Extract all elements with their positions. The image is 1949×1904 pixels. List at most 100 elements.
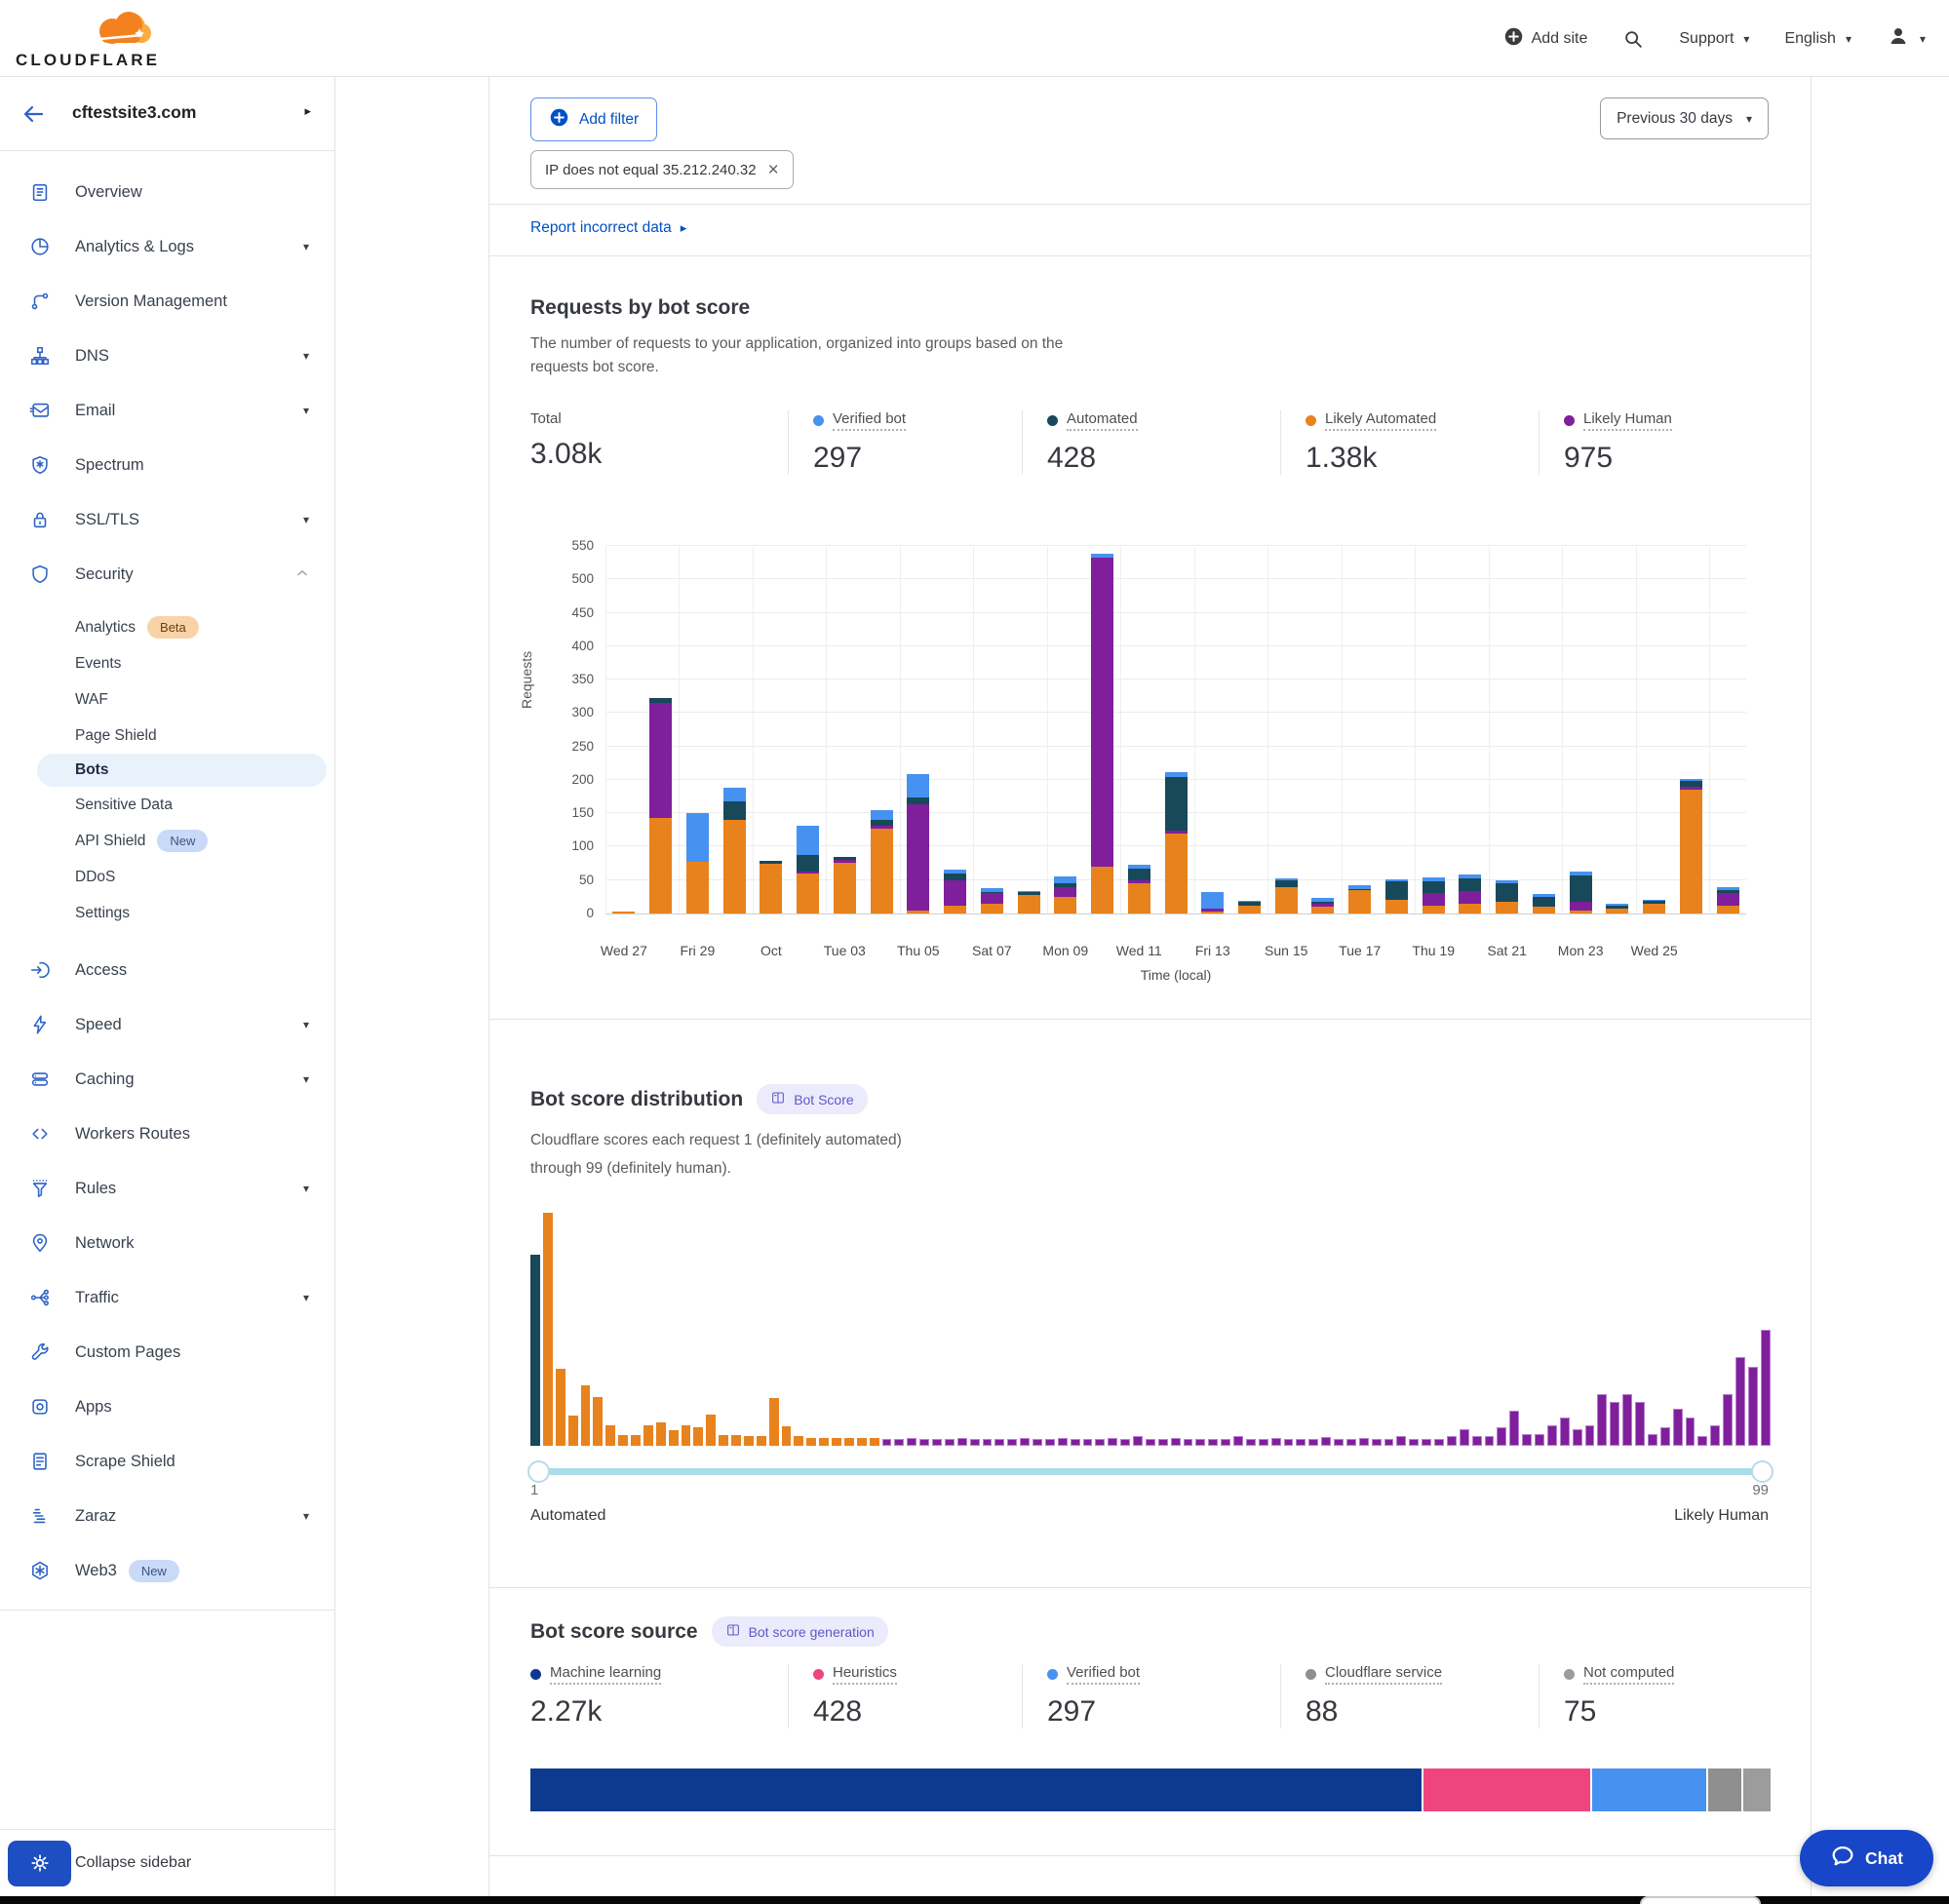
report-incorrect-data-link[interactable]: Report incorrect data ▸ — [530, 219, 687, 236]
bar-day-28[interactable] — [1643, 899, 1666, 913]
stat-label[interactable]: Heuristics — [833, 1664, 897, 1685]
bar-day-25[interactable] — [1532, 894, 1555, 913]
add-site-button[interactable]: Add site — [1503, 26, 1587, 52]
stat-label[interactable]: Likely Human — [1583, 410, 1672, 431]
slider-track[interactable] — [530, 1468, 1771, 1475]
sidebar-item-workers-routes[interactable]: Workers Routes — [0, 1107, 334, 1161]
bar-day-9[interactable] — [944, 869, 967, 913]
slider-handle-max[interactable] — [1751, 1460, 1774, 1483]
bar-day-20[interactable] — [1348, 885, 1372, 913]
bar-day-22[interactable] — [1422, 877, 1445, 913]
sidebar-item-email[interactable]: Email ▾ — [0, 383, 334, 438]
sidebar-item-analytics[interactable]: Analytics Beta — [0, 609, 334, 645]
language-menu[interactable]: English ▾ — [1784, 29, 1852, 47]
bar-day-4[interactable] — [760, 860, 783, 913]
bar-day-8[interactable] — [907, 773, 930, 913]
stat-label[interactable]: Verified bot — [833, 410, 907, 431]
requests-bar-chart[interactable] — [605, 545, 1746, 914]
sidebar-item-speed[interactable]: Speed ▾ — [0, 997, 334, 1052]
bar-day-14[interactable] — [1127, 864, 1150, 913]
bar-day-16[interactable] — [1201, 892, 1225, 913]
add-filter-button[interactable]: Add filter — [530, 97, 658, 141]
sidebar-item-label: Apps — [75, 1397, 112, 1416]
bar-day-13[interactable] — [1091, 554, 1114, 913]
site-name[interactable]: cftestsite3.com — [72, 102, 197, 122]
legend-dot — [1306, 415, 1316, 426]
bar-day-3[interactable] — [722, 788, 746, 913]
sidebar-item-waf[interactable]: WAF — [0, 681, 334, 718]
bar-day-24[interactable] — [1496, 880, 1519, 913]
sidebar-item-custom-pages[interactable]: Custom Pages — [0, 1325, 334, 1379]
sidebar-item-spectrum[interactable]: Spectrum — [0, 438, 334, 492]
sidebar-item-settings[interactable]: Settings — [0, 895, 334, 931]
stat-label[interactable]: Verified bot — [1067, 1664, 1141, 1685]
bar-day-12[interactable] — [1054, 876, 1077, 913]
chat-button[interactable]: Chat — [1800, 1830, 1933, 1886]
bot-score-generation-badge[interactable]: Bot score generation — [711, 1616, 888, 1647]
sidebar-item-ddos[interactable]: DDoS — [0, 859, 334, 895]
sidebar-item-rules[interactable]: Rules ▾ — [0, 1161, 334, 1216]
stat-label[interactable]: Likely Automated — [1325, 410, 1437, 431]
sidebar-item-scrape-shield[interactable]: Scrape Shield — [0, 1434, 334, 1489]
sidebar-item-ssl-tls[interactable]: SSL/TLS ▾ — [0, 492, 334, 547]
cloudflare-logo[interactable]: CLOUDFLARE — [16, 2, 181, 75]
bar-day-26[interactable] — [1569, 871, 1592, 913]
bar-day-1[interactable] — [649, 698, 673, 913]
sidebar-item-api-shield[interactable]: API Shield New — [0, 823, 334, 859]
bar-day-30[interactable] — [1716, 887, 1739, 913]
bar-segment-likely-automated — [1459, 903, 1482, 913]
stat-label[interactable]: Machine learning — [550, 1664, 662, 1685]
bar-day-0[interactable] — [612, 911, 636, 913]
score-range-slider[interactable] — [527, 1459, 1774, 1483]
sidebar-item-security[interactable]: Security — [0, 547, 334, 602]
sidebar-item-sensitive-data[interactable]: Sensitive Data — [0, 787, 334, 823]
bar-day-15[interactable] — [1164, 771, 1188, 913]
hist-bar-score-32 — [919, 1438, 929, 1446]
sidebar-item-label: Access — [75, 960, 128, 979]
sidebar-item-page-shield[interactable]: Page Shield — [0, 718, 334, 754]
stat-label[interactable]: Not computed — [1583, 1664, 1675, 1685]
gear-button[interactable] — [8, 1840, 71, 1886]
bot-score-histogram[interactable] — [530, 1213, 1771, 1446]
bar-day-27[interactable] — [1606, 903, 1629, 913]
date-range-dropdown[interactable]: Previous 30 days ▾ — [1600, 97, 1769, 139]
bar-day-23[interactable] — [1459, 874, 1482, 913]
bar-day-17[interactable] — [1237, 901, 1261, 913]
sidebar-item-dns[interactable]: DNS ▾ — [0, 329, 334, 383]
close-icon[interactable]: × — [767, 159, 779, 180]
sidebar-item-version-management[interactable]: Version Management — [0, 274, 334, 329]
bar-day-6[interactable] — [833, 857, 856, 913]
bar-day-5[interactable] — [797, 825, 820, 913]
collapse-sidebar-row[interactable]: Collapse sidebar — [0, 1829, 334, 1896]
sidebar-item-web3[interactable]: Web3 New — [0, 1543, 334, 1598]
bar-day-7[interactable] — [870, 810, 893, 913]
bot-score-badge[interactable]: Bot Score — [757, 1084, 868, 1114]
back-arrow-icon[interactable] — [21, 102, 47, 131]
bar-day-21[interactable] — [1384, 879, 1408, 913]
account-menu[interactable]: ▾ — [1887, 24, 1926, 53]
sidebar-item-analytics-logs[interactable]: Analytics & Logs ▾ — [0, 219, 334, 274]
slider-handle-min[interactable] — [527, 1460, 550, 1483]
sidebar-item-network[interactable]: Network — [0, 1216, 334, 1270]
stat-label[interactable]: Cloudflare service — [1325, 1664, 1443, 1685]
sidebar-item-events[interactable]: Events — [0, 645, 334, 681]
bar-day-2[interactable] — [685, 812, 709, 913]
bar-day-29[interactable] — [1679, 778, 1702, 913]
sidebar-item-apps[interactable]: Apps — [0, 1379, 334, 1434]
bar-day-18[interactable] — [1274, 878, 1298, 913]
filter-chip[interactable]: IP does not equal 35.212.240.32 × — [530, 150, 794, 189]
sidebar-item-overview[interactable]: Overview — [0, 165, 334, 219]
bar-day-11[interactable] — [1017, 890, 1040, 913]
sidebar-item-caching[interactable]: Caching ▾ — [0, 1052, 334, 1107]
search-icon[interactable] — [1622, 28, 1644, 50]
support-menu[interactable]: Support ▾ — [1679, 29, 1750, 47]
sidebar-item-traffic[interactable]: Traffic ▾ — [0, 1270, 334, 1325]
sidebar-item-access[interactable]: Access — [0, 943, 334, 997]
chevron-right-icon[interactable]: ▸ — [304, 103, 311, 118]
stat-label[interactable]: Automated — [1067, 410, 1138, 431]
sidebar-item-bots[interactable]: Bots — [37, 754, 327, 787]
bar-day-19[interactable] — [1311, 897, 1335, 913]
bar-day-10[interactable] — [980, 887, 1003, 913]
bar-segment-likely-human — [907, 804, 930, 911]
sidebar-item-zaraz[interactable]: Zaraz ▾ — [0, 1489, 334, 1543]
